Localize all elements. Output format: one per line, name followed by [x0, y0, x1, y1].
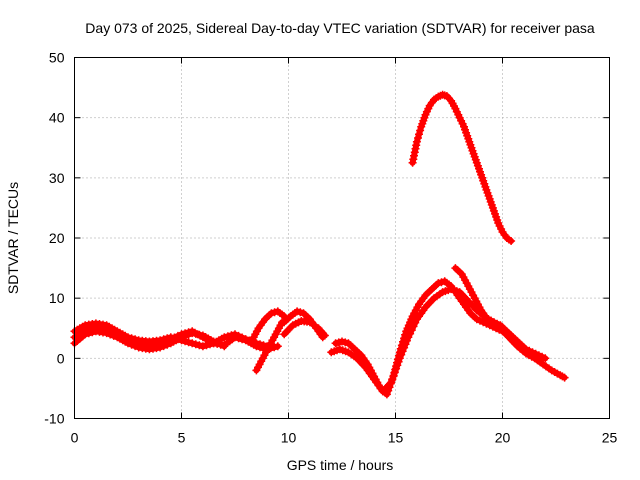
data-point	[382, 390, 391, 399]
data-point	[131, 342, 140, 351]
data-point	[400, 343, 409, 352]
y-tick-label: -10	[44, 411, 64, 427]
data-point	[414, 134, 422, 142]
y-tick-label: 20	[49, 230, 65, 246]
data-point	[131, 335, 140, 344]
data-point	[238, 333, 247, 342]
data-point	[259, 341, 268, 350]
grid	[74, 57, 610, 419]
data-point	[106, 330, 115, 339]
data-point	[273, 342, 282, 351]
data-point	[256, 340, 264, 349]
data-point	[109, 331, 118, 340]
data-point	[195, 341, 204, 350]
data-point	[213, 339, 222, 348]
data-point	[156, 336, 165, 345]
data-point	[102, 329, 111, 338]
data-point	[409, 322, 418, 331]
data-point	[127, 340, 136, 349]
data-point	[410, 151, 418, 160]
data-point	[156, 343, 165, 352]
data-point	[184, 338, 193, 347]
data-point	[401, 340, 410, 349]
data-point	[198, 342, 207, 351]
data-point	[223, 332, 232, 341]
data-point	[231, 330, 239, 339]
axis-ticks: 0 5 10 15 20 25 -10 0 10 20 30 40 50	[44, 50, 617, 446]
y-tick-label: 40	[49, 110, 65, 126]
data-point	[320, 331, 329, 340]
data-point	[81, 330, 90, 339]
chart-title: Day 073 of 2025, Sidereal Day-to-day VTE…	[85, 20, 595, 36]
data-point	[177, 333, 186, 342]
data-point	[560, 373, 569, 382]
data-point	[241, 335, 250, 344]
data-point	[406, 329, 415, 338]
data-point	[227, 331, 236, 340]
data-point	[416, 126, 425, 135]
data-point	[181, 331, 190, 340]
data-marks	[70, 90, 569, 399]
x-tick-label: 10	[281, 430, 297, 446]
data-point	[412, 137, 421, 146]
x-tick-label: 0	[71, 430, 79, 446]
data-point	[541, 354, 550, 363]
data-point	[404, 333, 413, 342]
data-point	[507, 237, 516, 245]
data-point	[415, 130, 423, 139]
data-point	[411, 318, 420, 327]
data-point	[395, 354, 404, 363]
data-point	[124, 339, 132, 348]
series-satellite-track-12	[408, 90, 516, 245]
data-point	[252, 339, 261, 348]
data-point	[195, 330, 204, 339]
data-point	[398, 347, 407, 356]
data-point	[220, 333, 229, 342]
series-satellite-track-7	[280, 317, 329, 340]
data-point	[407, 326, 416, 335]
data-point	[397, 350, 406, 359]
data-point	[209, 337, 218, 346]
data-point	[188, 329, 197, 338]
data-point	[159, 335, 168, 344]
y-tick-label: 10	[49, 290, 65, 306]
series-satellite-track-11	[487, 318, 569, 382]
data-point	[388, 375, 397, 383]
data-point	[163, 340, 172, 349]
data-point	[184, 330, 193, 339]
data-point	[402, 336, 411, 345]
data-point	[220, 342, 229, 351]
x-tick-label: 15	[388, 430, 404, 446]
data-point	[191, 329, 200, 338]
x-axis-label: GPS time / hours	[287, 457, 394, 473]
series-satellite-track-8	[331, 277, 507, 399]
data-point	[88, 328, 97, 337]
x-tick-label: 5	[178, 430, 186, 446]
data-point	[159, 342, 168, 351]
data-point	[202, 341, 211, 350]
series-satellite-track-3	[70, 327, 229, 354]
series-track	[328, 286, 497, 395]
data-point	[394, 357, 403, 366]
data-point	[234, 331, 243, 340]
y-tick-label: 0	[57, 350, 65, 366]
series-satellite-track-10	[451, 264, 550, 363]
data-point	[188, 339, 197, 348]
x-tick-label: 20	[495, 430, 511, 446]
data-point	[191, 340, 200, 349]
y-tick-label: 50	[49, 50, 65, 66]
data-point	[216, 340, 225, 349]
data-point	[84, 329, 93, 338]
y-axis-label: SDTVAR / TECUs	[5, 182, 21, 294]
x-tick-label: 25	[602, 430, 618, 446]
data-point	[390, 368, 399, 377]
y-tick-label: 30	[49, 170, 65, 186]
